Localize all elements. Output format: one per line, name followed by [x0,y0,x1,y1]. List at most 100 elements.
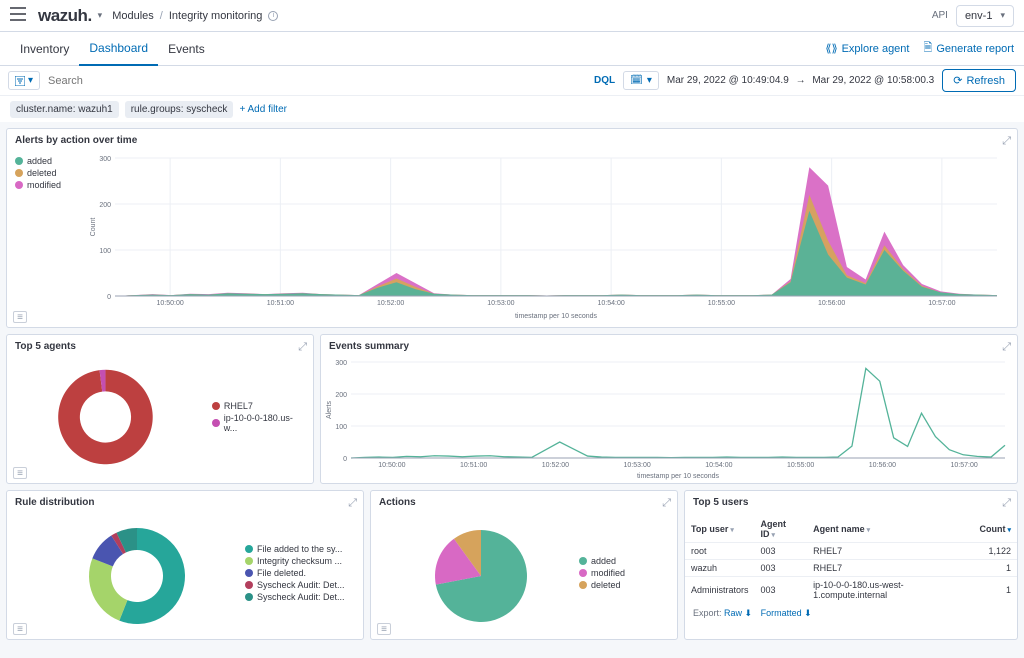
svg-text:10:50:00: 10:50:00 [378,462,405,469]
generate-report-button[interactable]: 🗎 Generate report [923,39,1014,58]
legend-item: File deleted. [257,568,306,578]
table-cell: RHEL7 [807,560,973,577]
refresh-button[interactable]: ⟳ Refresh [942,69,1016,92]
export-label: Export: [693,608,722,618]
svg-text:10:51:00: 10:51:00 [460,462,487,469]
export-raw-button[interactable]: Raw ⬇ [724,608,752,618]
alerts-chart: 010020030010:50:0010:51:0010:52:0010:53:… [85,152,1005,320]
filter-dropdown-toggle[interactable]: ▾ [8,71,40,90]
panel-title: Alerts by action over time [7,129,1017,152]
panel-rule-distribution: Rule distribution ⤢ ≡ File added to the … [6,490,364,640]
legend-item: Integrity checksum ... [257,556,342,566]
svg-text:10:56:00: 10:56:00 [818,300,845,307]
svg-text:10:52:00: 10:52:00 [542,462,569,469]
filterbar: ▾ DQL 🗓 ▾ Mar 29, 2022 @ 10:49:04.9 → Ma… [0,66,1024,96]
expand-icon[interactable]: ⤢ [348,497,357,510]
svg-text:10:55:00: 10:55:00 [787,462,814,469]
legend-item: ip-10-0-0-180.us-w... [224,413,305,433]
panel-title: Events summary [321,335,1017,358]
table-row: wazuh003RHEL71 [685,560,1017,577]
col-agent-name[interactable]: Agent name▾ [807,516,973,543]
agents-legend: RHEL7 ip-10-0-0-180.us-w... [204,397,313,437]
legend-item: modified [27,180,61,190]
panel-top-agents: Top 5 agents ⤢ ≡ RHEL7 ip-10-0-0-180.us-… [6,334,314,484]
table-cell: Administrators [685,577,755,604]
chevron-down-icon: ▾ [647,75,652,86]
legend-item: File added to the sy... [257,544,342,554]
col-top-user[interactable]: Top user▾ [685,516,755,543]
panel-alerts: Alerts by action over time ⤢ ≡ added del… [6,128,1018,328]
menu-icon[interactable] [10,7,28,24]
chevron-down-icon[interactable]: ▾ [98,10,103,21]
search-input[interactable] [48,75,586,87]
options-icon[interactable]: ≡ [377,623,391,635]
rules-donut [7,514,237,632]
expand-icon[interactable]: ⤢ [1002,341,1011,354]
arrow-right-icon: → [796,75,806,86]
breadcrumb-modules[interactable]: Modules [112,10,154,22]
svg-text:10:54:00: 10:54:00 [598,300,625,307]
calendar-toggle[interactable]: 🗓 ▾ [623,71,659,90]
svg-text:10:57:00: 10:57:00 [951,462,978,469]
svg-text:10:54:00: 10:54:00 [705,462,732,469]
logo: wazuh. [38,6,92,26]
svg-text:300: 300 [99,156,111,163]
date-to: Mar 29, 2022 @ 10:58:00.3 [812,75,934,86]
svg-text:300: 300 [335,360,347,367]
info-icon[interactable]: i [268,11,278,21]
panel-events-summary: Events summary ⤢ 010020030010:50:0010:51… [320,334,1018,484]
svg-text:0: 0 [343,456,347,463]
tab-dashboard[interactable]: Dashboard [79,32,158,66]
options-icon[interactable]: ≡ [13,623,27,635]
expand-icon[interactable]: ⤢ [1002,135,1011,148]
breadcrumb: Modules / Integrity monitoring i [112,10,278,22]
calendar-icon: 🗓 [630,75,643,86]
panel-title: Rule distribution [7,491,363,514]
export-formatted-button[interactable]: Formatted ⬇ [761,608,812,618]
table-row: root003RHEL71,122 [685,543,1017,560]
legend-item: added [591,556,616,566]
svg-text:10:56:00: 10:56:00 [869,462,896,469]
col-count[interactable]: Count▾ [973,516,1017,543]
export-row: Export: Raw ⬇ Formatted ⬇ [685,603,1017,624]
col-agent-id[interactable]: Agent ID▾ [755,516,808,543]
env-selector[interactable]: env-1 ▾ [956,5,1014,27]
svg-text:timestamp per 10 seconds: timestamp per 10 seconds [637,473,720,480]
expand-icon[interactable]: ⤢ [662,497,671,510]
summary-chart: 010020030010:50:0010:51:0010:52:0010:53:… [321,358,1013,480]
legend-item: Syscheck Audit: Det... [257,592,345,602]
generate-report-label: Generate report [936,43,1014,55]
legend-item: RHEL7 [224,401,253,411]
explore-agent-label: Explore agent [842,43,910,55]
table-cell: wazuh [685,560,755,577]
topbar: wazuh. ▾ Modules / Integrity monitoring … [0,0,1024,32]
expand-icon[interactable]: ⤢ [298,341,307,354]
options-icon[interactable]: ≡ [13,467,27,479]
explore-agent-button[interactable]: ⟪⟫ Explore agent [825,42,909,55]
table-cell: 003 [755,543,808,560]
tab-events[interactable]: Events [158,32,215,66]
legend-item: Syscheck Audit: Det... [257,580,345,590]
tab-inventory[interactable]: Inventory [10,32,79,66]
svg-text:10:50:00: 10:50:00 [157,300,184,307]
options-icon[interactable]: ≡ [13,311,27,323]
api-label: API [932,10,948,21]
date-from: Mar 29, 2022 @ 10:49:04.9 [667,75,789,86]
table-cell: root [685,543,755,560]
table-cell: RHEL7 [807,543,973,560]
svg-text:timestamp per 10 seconds: timestamp per 10 seconds [515,313,598,320]
svg-text:200: 200 [99,202,111,209]
filter-chip[interactable]: cluster.name: wazuh1 [10,101,119,118]
refresh-label: Refresh [966,75,1005,87]
svg-text:100: 100 [99,248,111,255]
date-range[interactable]: Mar 29, 2022 @ 10:49:04.9 → Mar 29, 2022… [667,75,934,86]
table-cell: 003 [755,560,808,577]
breadcrumb-sep: / [160,10,163,22]
add-filter-button[interactable]: + Add filter [239,104,287,115]
dql-button[interactable]: DQL [594,75,615,86]
users-table: Top user▾ Agent ID▾ Agent name▾ Count▾ r… [685,516,1017,603]
filter-chip[interactable]: rule.groups: syscheck [125,101,234,118]
agents-donut [7,358,204,476]
refresh-icon: ⟳ [953,74,962,87]
expand-icon[interactable]: ⤢ [1002,497,1011,510]
